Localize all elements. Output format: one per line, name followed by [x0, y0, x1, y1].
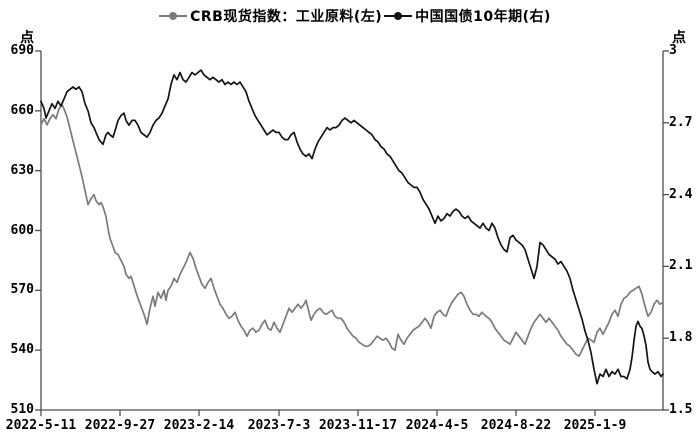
legend-item-crb[interactable]: CRB现货指数：工业原料(左): [159, 6, 382, 26]
x-axis-tick-label: 2023-11-17: [318, 418, 398, 433]
left-axis-tick-label: 630: [10, 162, 34, 178]
x-axis-tick-label: 2024-8-22: [480, 418, 552, 433]
left-axis-tick-label: 570: [10, 282, 34, 298]
x-axis-tick-label: 2023-2-14: [163, 418, 235, 433]
right-axis-tick-label: 3: [669, 43, 677, 58]
x-axis-tick-label: 2022-9-27: [84, 418, 156, 433]
crb-line-marker-icon: [159, 11, 188, 21]
x-axis-tick-label: 2025-1-9: [563, 418, 627, 433]
left-axis-tick-label: 510: [10, 402, 34, 417]
axis-frame: [40, 51, 664, 411]
x-axis-tick-label: 2023-7-3: [247, 418, 311, 433]
legend: CRB现货指数：工业原料(左) 中国国债10年期(右): [0, 6, 696, 26]
left-axis-tick-label: 540: [10, 342, 34, 358]
series-line-crb: [40, 103, 664, 357]
left-axis-unit-label: 点: [20, 30, 34, 46]
legend-label-bond: 中国国债10年期(右): [415, 9, 551, 25]
bond-line-marker-icon: [384, 11, 413, 21]
left-axis-tick-label: 660: [10, 102, 34, 118]
legend-item-bond[interactable]: 中国国债10年期(右): [384, 6, 551, 26]
right-axis-tick-label: 2.7: [669, 114, 693, 130]
right-axis-tick-label: 2.1: [669, 258, 693, 274]
series-line-bond: [40, 69, 664, 385]
legend-label-crb: CRB现货指数：工业原料(左): [190, 9, 383, 25]
x-axis-tick-label: 2024-4-5: [405, 418, 469, 433]
left-axis-tick-label: 690: [10, 43, 34, 58]
right-axis-tick-label: 2.4: [669, 186, 693, 202]
right-axis-unit-label: 点: [672, 30, 686, 46]
right-axis-tick-label: 1.8: [669, 330, 693, 346]
right-axis-tick-label: 1.5: [669, 402, 693, 417]
left-axis-tick-label: 600: [10, 222, 34, 238]
x-axis-tick-label: 2022-5-11: [5, 418, 77, 433]
